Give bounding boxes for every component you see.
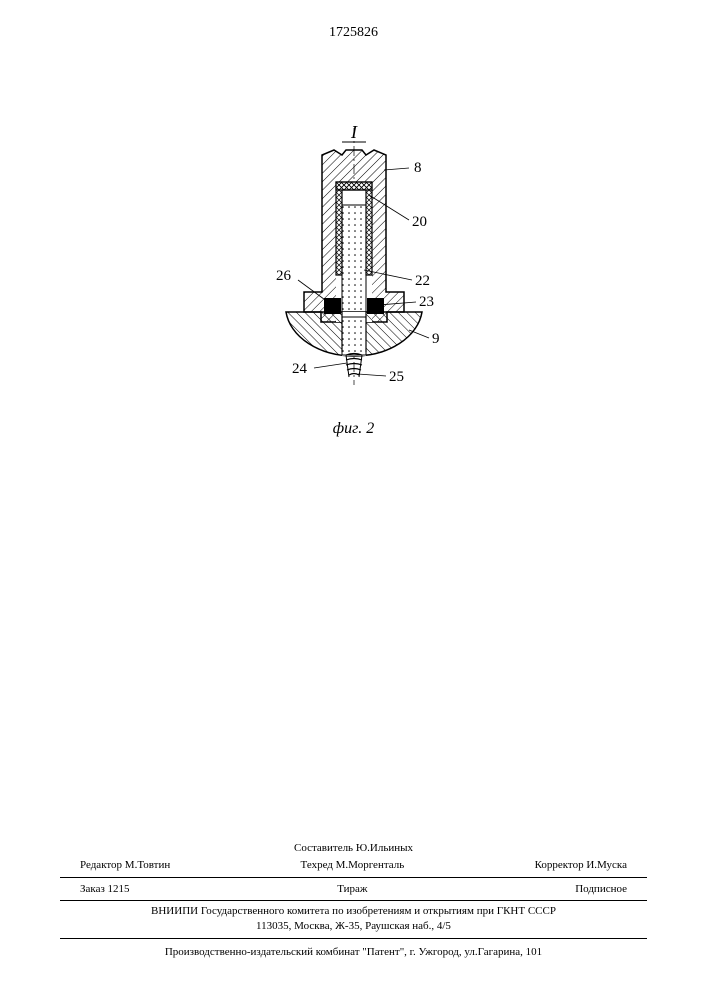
callout-20: 20 xyxy=(412,214,427,230)
detail-label: I xyxy=(350,122,358,142)
callout-24: 24 xyxy=(292,361,308,377)
callout-23: 23 xyxy=(419,294,434,310)
callout-8: 8 xyxy=(414,160,422,176)
corrector-credit: Корректор И.Муска xyxy=(535,858,627,873)
footer-colophon: Составитель Ю.Ильиных Редактор М.Товтин … xyxy=(60,841,647,960)
figure-diagram: I 8 20 22 23 26 9 24 25 xyxy=(214,120,494,420)
publisher-line: Производственно-издательский комбинат "П… xyxy=(60,939,647,960)
callout-9: 9 xyxy=(432,331,440,347)
techred-credit: Техред М.Моргенталь xyxy=(301,858,405,873)
callout-22: 22 xyxy=(415,273,430,289)
figure-caption: фиг. 2 xyxy=(333,420,374,438)
patent-number: 1725826 xyxy=(329,25,378,41)
circulation-label: Тираж xyxy=(337,882,367,897)
order-number: Заказ 1215 xyxy=(80,882,130,897)
editor-credit: Редактор М.Товтин xyxy=(80,858,170,873)
subscription-label: Подписное xyxy=(575,882,627,897)
callout-25: 25 xyxy=(389,369,404,385)
institution-line2: 113035, Москва, Ж-35, Раушская наб., 4/5 xyxy=(60,919,647,934)
compiler-credit: Составитель Ю.Ильиных xyxy=(60,841,647,856)
institution-line1: ВНИИПИ Государственного комитета по изоб… xyxy=(60,904,647,919)
callout-26: 26 xyxy=(276,268,292,284)
